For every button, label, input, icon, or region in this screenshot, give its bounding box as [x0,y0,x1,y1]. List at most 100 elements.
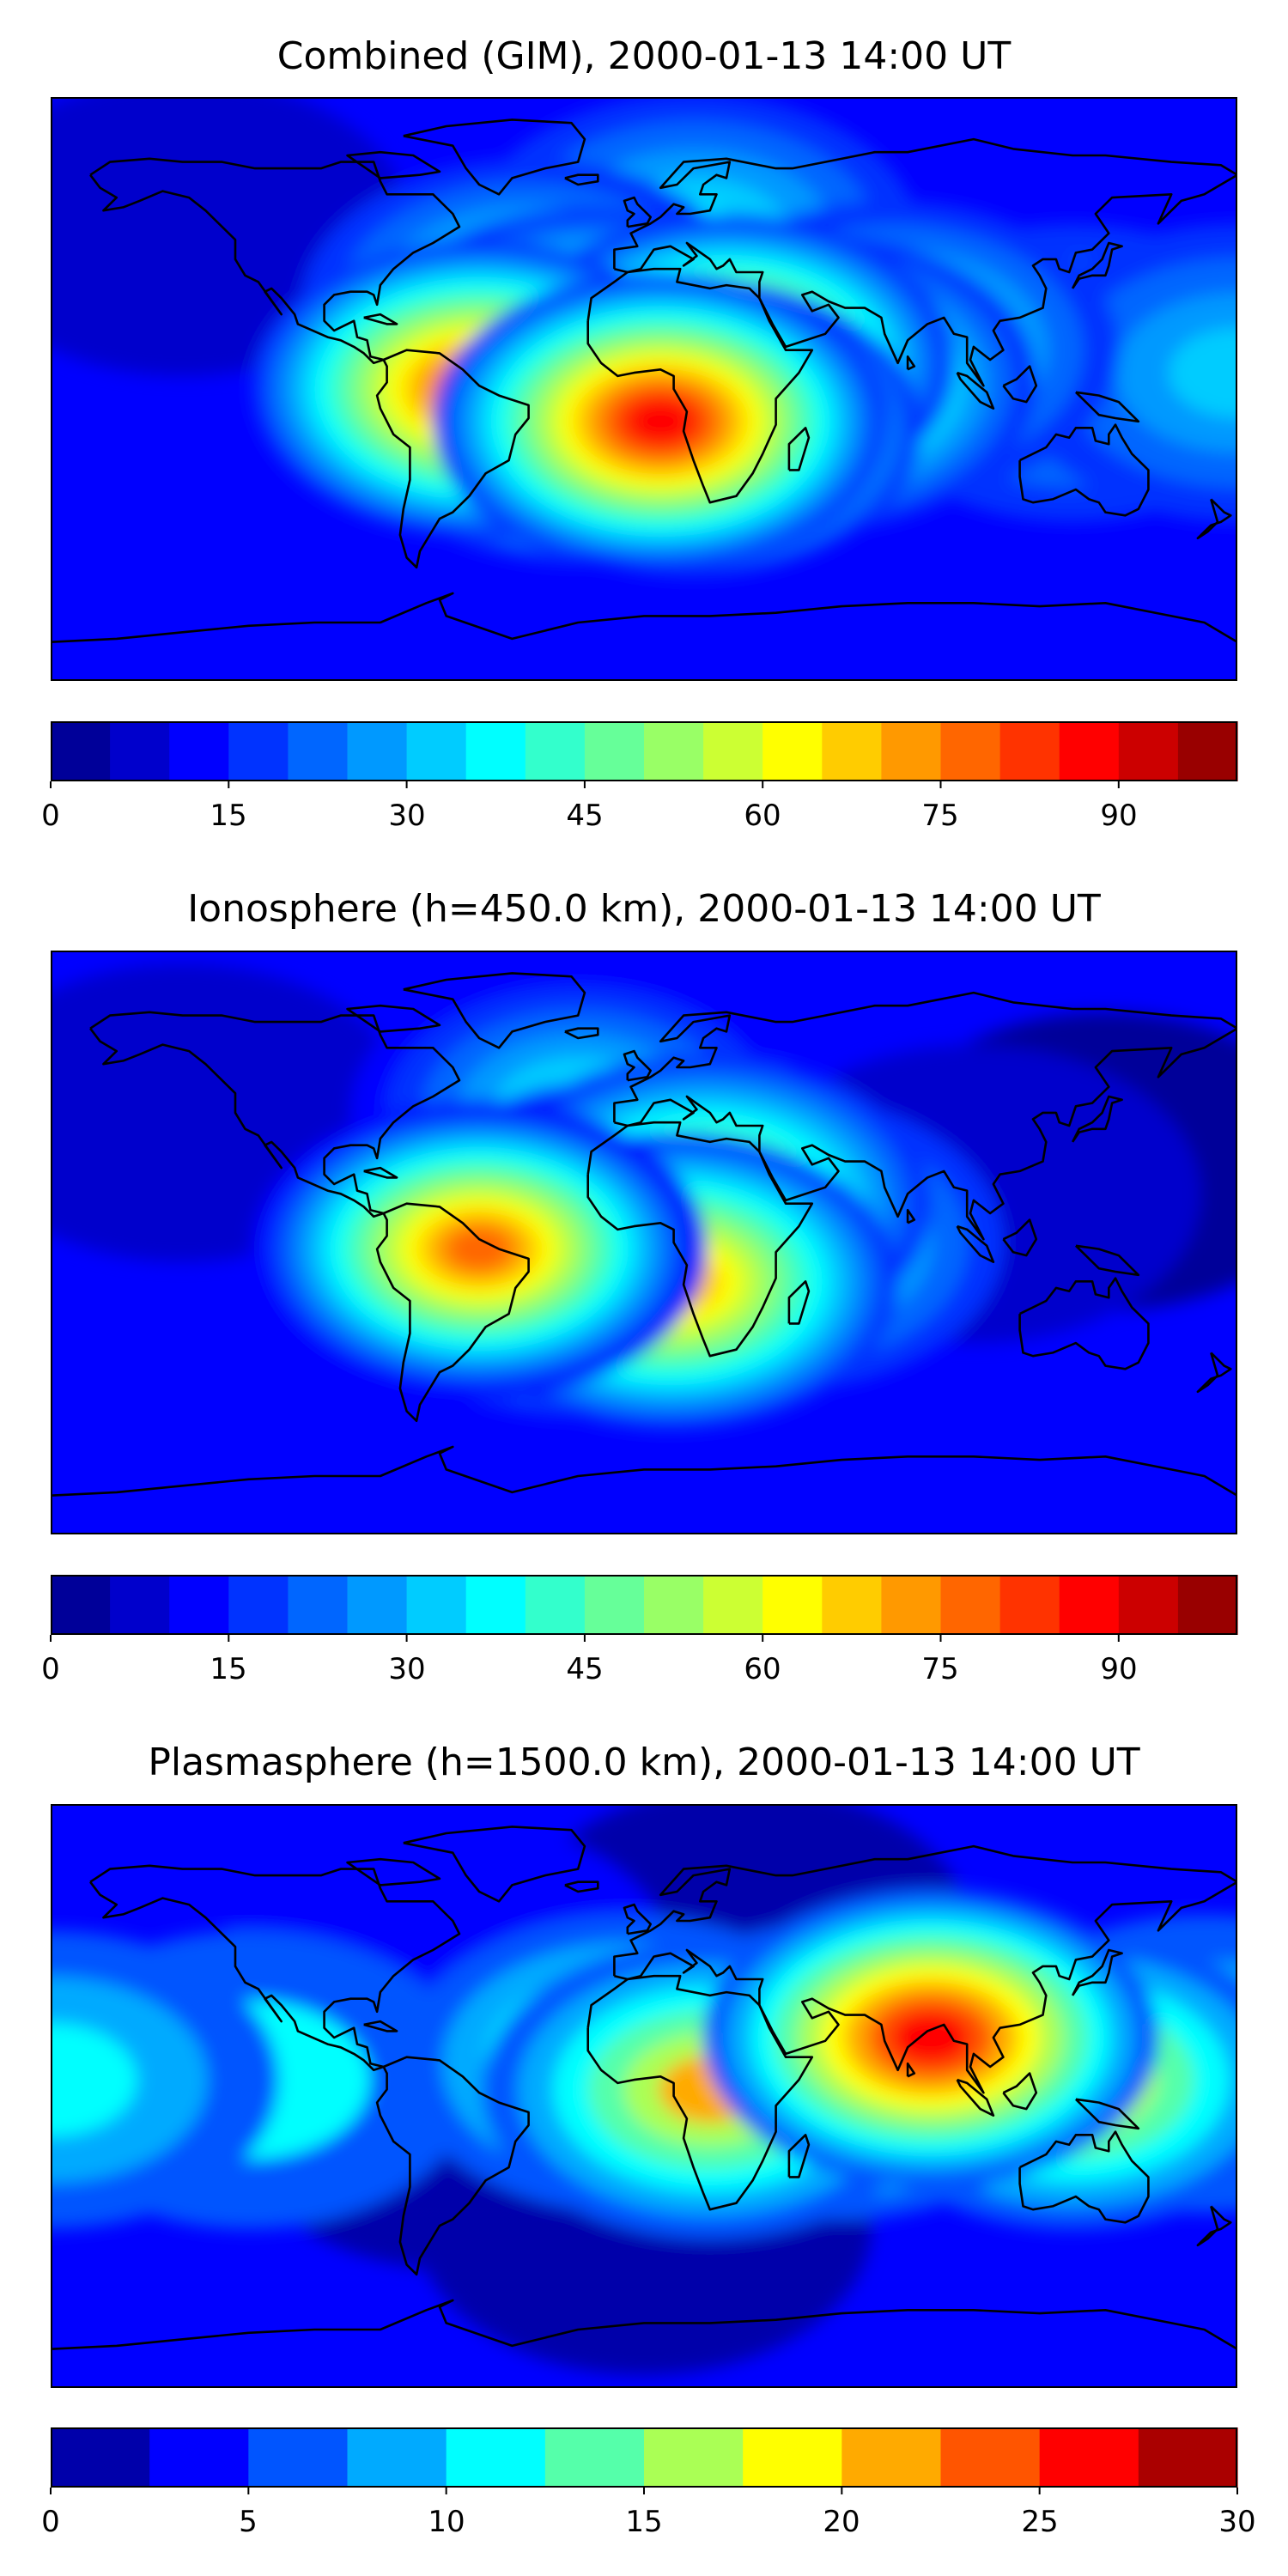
colorbar-ticks: 0 15 30 45 60 75 90 [41,1652,1237,1686]
map-ionosphere [51,951,1237,1534]
contour-band [891,2012,970,2063]
coastline-greenland [403,972,586,1049]
colorbar-segment [644,721,704,781]
colorbar-tick: 0 [41,2505,60,2539]
map-frame [51,1804,1237,2388]
coastline-japan [1071,1095,1123,1143]
colorbar-tick: 0 [41,1652,60,1686]
colorbar-tick: 45 [566,799,604,833]
colorbar-segment [1138,2427,1238,2488]
colorbar-segment [525,1575,586,1635]
colorbar-segment [940,2427,1041,2488]
colorbar-ionosphere [50,1575,1238,1642]
colorbar-tick: 60 [744,799,781,833]
colorbar-tick: 30 [388,1652,426,1686]
colorbar-tick: 15 [210,1652,247,1686]
coastline-new-zealand [1196,1352,1232,1394]
colorbar-segment [169,1575,229,1635]
colorbar-segment [347,2427,447,2488]
colorbar-tick: 15 [625,2505,663,2539]
coastline-africa [586,1121,814,1358]
coastline-new-guinea [1074,1244,1140,1277]
coastline-madagascar [787,426,811,471]
coastline-iceland [564,1880,599,1893]
colorbar-segment [544,2427,645,2488]
map-frame [51,97,1237,681]
colorbar-segment [228,1575,289,1635]
colorbar-tick: 90 [1100,799,1138,833]
colorbar-segment [1039,2427,1139,2488]
colorbar-segment [1177,721,1238,781]
coastline-iceland [564,173,599,186]
colorbar-segment [51,1575,111,1635]
coastline-borneo [1002,2072,1038,2111]
coastline-south-america [375,349,530,569]
colorbar-segment [149,2427,249,2488]
panel-ionosphere: Ionosphere (h=450.0 km), 2000-01-13 14:0… [0,859,1288,1717]
colorbar-segment [1059,1575,1120,1635]
coastline-gb [623,196,653,228]
colorbar-segment [347,1575,408,1635]
colorbar-segment [1059,721,1120,781]
colorbar-segment [703,1575,763,1635]
colorbar-segment [51,721,111,781]
colorbar-segment [822,721,882,781]
colorbar-ticks: 0 15 30 45 60 75 90 [41,799,1237,833]
colorbar-segment [644,1575,704,1635]
map-combined [51,97,1237,681]
colorbar-segment [406,1575,467,1635]
colorbar-tick: 10 [428,2505,465,2539]
coastline-iceland [564,1027,599,1040]
coastline-gb [623,1049,653,1082]
colorbar-segment [762,1575,823,1635]
colorbar-segment [248,2427,349,2488]
coastline-antarctica [51,592,1237,643]
colorbar-segment [644,2427,744,2488]
colorbar-segment [1118,1575,1179,1635]
colorbar-segment [169,721,229,781]
coastline-madagascar [787,2133,811,2178]
coastline-borneo [1002,1218,1038,1257]
colorbar-segment [1177,1575,1238,1635]
colorbar-segment [703,721,763,781]
coastline-japan [1071,1948,1123,1996]
colorbar-tick: 0 [41,799,60,833]
coastline-sumatra [956,2078,995,2117]
panel-title: Ionosphere (h=450.0 km), 2000-01-13 14:0… [187,887,1101,931]
colorbar-frame [51,2427,1237,2488]
colorbar-frame [51,721,1237,781]
colorbar-segment [881,721,942,781]
colorbar-segment [465,721,526,781]
coastline-africa [586,1974,814,2211]
colorbar-tick: 45 [566,1652,604,1686]
coastline-africa [586,267,814,504]
coastline-cuba [363,1166,398,1179]
coastline-sri-lanka [906,355,916,371]
coastline-sumatra [956,1224,995,1264]
coastline-south-america [375,2056,530,2276]
colorbar-segment [288,1575,349,1635]
coastline-north-america [89,1864,461,2072]
colorbar-combined [50,721,1238,788]
colorbar-segment [999,1575,1060,1635]
coastline-borneo [1002,365,1038,404]
coastline-greenland [403,1826,586,1903]
coastline-south-america [375,1202,530,1423]
coastline-madagascar [787,1279,811,1325]
coastline-australia [1018,2130,1150,2224]
colorbar-segment [465,1575,526,1635]
colorbar-tick: 90 [1100,1652,1138,1686]
colorbar-tick: 25 [1021,2505,1059,2539]
colorbar-segment [743,2427,842,2488]
colorbar-segment [762,721,823,781]
coastline-cuba [363,2020,398,2032]
colorbar-segment [841,2427,942,2488]
colorbar-segment [51,2427,150,2488]
coastline-sumatra [956,371,995,410]
panel-plasmasphere: Plasmasphere (h=1500.0 km), 2000-01-13 1… [0,1717,1288,2576]
colorbar-tick: 75 [921,1652,959,1686]
coastline-eurasia [613,1844,1237,2094]
contour-band [630,401,690,441]
colorbar-tick: 30 [1218,2505,1256,2539]
colorbar-segment [999,721,1060,781]
